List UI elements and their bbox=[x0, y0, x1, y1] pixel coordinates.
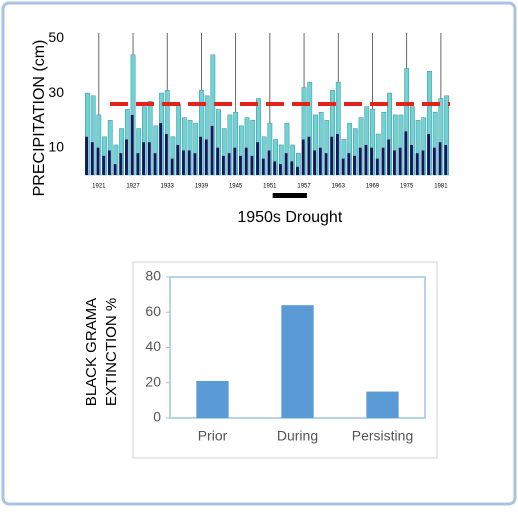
bar-part bbox=[284, 153, 288, 175]
y-tick-label: 80 bbox=[145, 268, 161, 284]
bar-part bbox=[313, 150, 317, 175]
y-tick-label: 10 bbox=[48, 138, 64, 154]
bar-part bbox=[358, 147, 362, 175]
bar-part bbox=[427, 134, 431, 175]
bar-part bbox=[353, 155, 356, 175]
bar-part bbox=[159, 123, 163, 175]
y-tick-label: 50 bbox=[48, 29, 64, 45]
bar-part bbox=[96, 147, 100, 175]
bar-part bbox=[204, 139, 208, 175]
bar-part bbox=[221, 155, 225, 175]
bar-part bbox=[381, 147, 385, 175]
y-tick-label: 20 bbox=[145, 373, 161, 389]
bar bbox=[196, 380, 229, 418]
y-axis-label: BLACK GRAMA bbox=[83, 298, 100, 406]
bar-part bbox=[125, 139, 128, 175]
bar bbox=[366, 391, 399, 418]
x-tick-label: 1957 bbox=[297, 184, 311, 190]
bar-part bbox=[233, 147, 237, 175]
bar-part bbox=[193, 153, 197, 175]
bar-part bbox=[176, 144, 180, 175]
bar-part bbox=[432, 147, 436, 175]
bar-part bbox=[216, 147, 220, 175]
x-tick-label: 1939 bbox=[195, 184, 209, 190]
bar-part bbox=[410, 144, 413, 175]
x-tick-label: Persisting bbox=[352, 428, 413, 444]
bar-part bbox=[341, 158, 345, 175]
x-tick-label: During bbox=[277, 428, 318, 444]
bar-part bbox=[107, 150, 111, 175]
bar-part bbox=[347, 153, 351, 175]
y-axis-label: EXTINCTION % bbox=[103, 298, 120, 406]
bar-part bbox=[438, 142, 442, 175]
bar-part bbox=[444, 144, 448, 175]
x-tick-label: 1927 bbox=[126, 184, 140, 190]
bar-part bbox=[273, 161, 277, 175]
bar-part bbox=[210, 125, 214, 175]
bar-part bbox=[261, 158, 265, 175]
x-tick-label: 1975 bbox=[400, 184, 414, 190]
bar-part bbox=[227, 153, 231, 175]
x-tick-label: Prior bbox=[198, 428, 228, 444]
bar-part bbox=[170, 158, 174, 175]
x-tick-label: 1963 bbox=[332, 184, 346, 190]
bar-part bbox=[90, 142, 94, 175]
bar-part bbox=[421, 150, 425, 175]
y-tick-label: 0 bbox=[153, 409, 161, 425]
bar-part bbox=[250, 155, 254, 175]
bar-part bbox=[335, 134, 339, 175]
y-tick-label: 60 bbox=[145, 303, 161, 319]
bar-part bbox=[404, 131, 408, 175]
bar-part bbox=[147, 142, 151, 175]
bar-part bbox=[318, 147, 322, 175]
bar-part bbox=[398, 147, 402, 175]
bar-part bbox=[182, 150, 185, 175]
y-tick-label: 30 bbox=[48, 84, 64, 100]
x-tick-label: 1921 bbox=[92, 184, 106, 190]
bar-part bbox=[307, 136, 311, 175]
x-tick-label: 1945 bbox=[229, 184, 243, 190]
bar-part bbox=[85, 136, 88, 175]
bar-part bbox=[164, 134, 168, 175]
bar-part bbox=[301, 139, 305, 175]
bar-part bbox=[119, 153, 123, 175]
bar-part bbox=[244, 147, 248, 175]
annotation: 1950s Drought bbox=[237, 209, 343, 226]
bar-part bbox=[113, 164, 117, 175]
bar-part bbox=[392, 150, 396, 175]
bar-part bbox=[153, 153, 157, 175]
bar-part bbox=[387, 139, 391, 175]
x-tick-label: 1933 bbox=[161, 184, 175, 190]
bar-part bbox=[267, 150, 271, 175]
bar-part bbox=[256, 142, 260, 175]
y-axis-label: PRECIPITATION (cm) bbox=[31, 40, 48, 197]
bar-part bbox=[142, 142, 145, 175]
x-tick-label: 1951 bbox=[263, 184, 277, 190]
bar-part bbox=[290, 161, 294, 175]
y-tick-label: 40 bbox=[145, 338, 161, 354]
bar-part bbox=[370, 147, 374, 175]
bar-part bbox=[324, 153, 328, 175]
bar-part bbox=[199, 136, 203, 175]
bar-part bbox=[102, 155, 106, 175]
bar-part bbox=[130, 114, 134, 175]
bar-part bbox=[239, 155, 242, 175]
bar-part bbox=[187, 150, 191, 175]
bar-part bbox=[364, 144, 368, 175]
bar-part bbox=[330, 136, 334, 175]
x-tick-label: 1981 bbox=[434, 184, 448, 190]
bar-part bbox=[375, 158, 379, 175]
bar-part bbox=[296, 166, 299, 175]
bar-part bbox=[278, 164, 282, 175]
drought-bar bbox=[272, 193, 307, 198]
bar-part bbox=[136, 153, 140, 175]
bar bbox=[281, 305, 314, 418]
x-tick-label: 1969 bbox=[366, 184, 380, 190]
bar-part bbox=[415, 153, 419, 175]
